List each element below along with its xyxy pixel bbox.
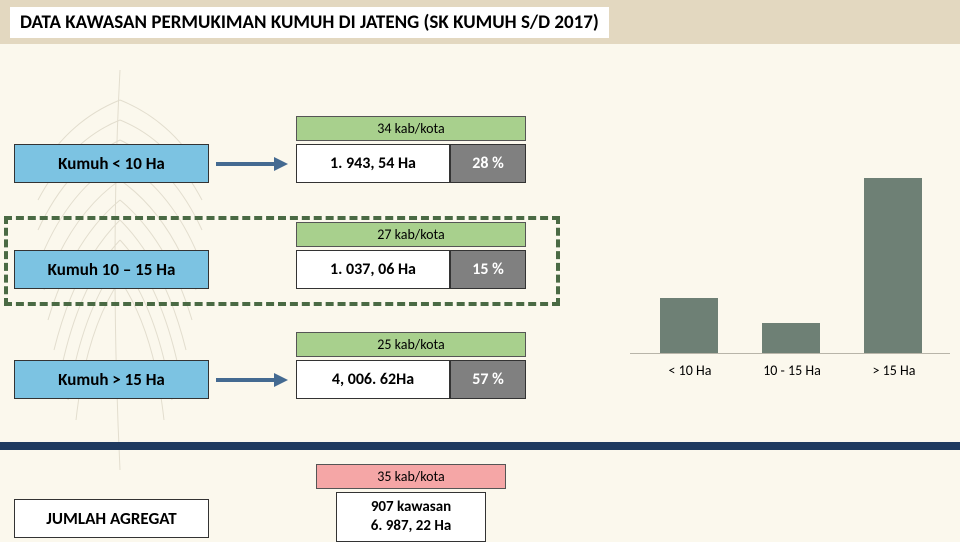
ha-box-1: 1. 943, 54 Ha (296, 144, 450, 183)
chart-label-2: 10 - 15 Ha (744, 362, 840, 379)
chart-label-1: < 10 Ha (642, 362, 738, 379)
chart-plot (630, 144, 950, 354)
bar-2 (762, 323, 820, 353)
aggregate-line1: 907 kawasan (371, 498, 451, 516)
page-title: DATA KAWASAN PERMUKIMAN KUMUH DI JATENG … (10, 7, 609, 38)
chart-label-3: > 15 Ha (846, 362, 942, 379)
kab-box-1: 34 kab/kota (296, 116, 526, 141)
divider-line (0, 442, 960, 450)
aggregate-line2: 6. 987, 22 Ha (371, 517, 452, 535)
ha-box-3: 4, 006. 62Ha (296, 360, 450, 399)
aggregate-value: 907 kawasan 6. 987, 22 Ha (336, 492, 486, 542)
category-box-1: Kumuh < 10 Ha (14, 144, 209, 183)
header-band: DATA KAWASAN PERMUKIMAN KUMUH DI JATENG … (0, 0, 960, 44)
category-box-3: Kumuh > 15 Ha (14, 360, 209, 399)
dashed-highlight (4, 216, 560, 306)
pct-box-1: 28 % (450, 144, 526, 183)
bar-1 (660, 298, 718, 353)
bar-chart: < 10 Ha 10 - 15 Ha > 15 Ha (630, 144, 950, 404)
pct-box-3: 57 % (450, 360, 526, 399)
bar-3 (864, 178, 922, 353)
aggregate-kab: 35 kab/kota (316, 464, 506, 489)
aggregate-label: JUMLAH AGREGAT (14, 499, 209, 538)
kab-box-3: 25 kab/kota (296, 332, 526, 357)
